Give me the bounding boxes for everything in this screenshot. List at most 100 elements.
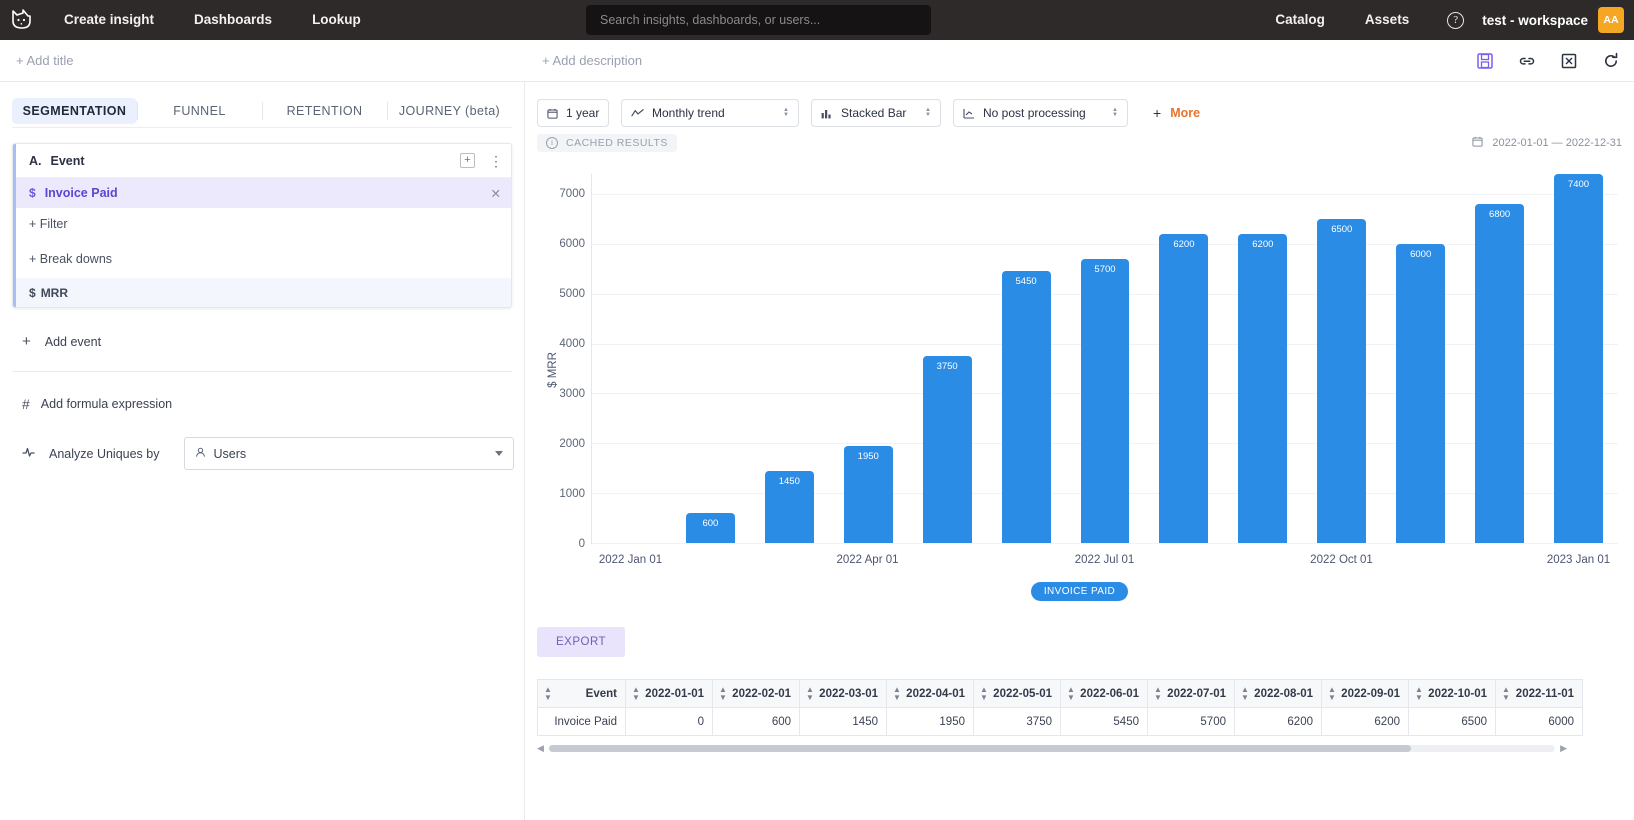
table-column-header[interactable]: ▲ ▼ Event (537, 679, 626, 708)
table-row[interactable]: Invoice Paid 0 600 1450 1950 3750 5450 5700 6200… (537, 707, 1583, 736)
chart-bar-cell[interactable] (592, 174, 671, 543)
scroll-right-arrow[interactable]: ▶ (1560, 743, 1567, 753)
date-range-label: 1 year (566, 106, 600, 120)
chart-bar-cell[interactable]: 3750 (908, 174, 987, 543)
add-filter-link[interactable]: + Filter (29, 217, 68, 231)
legend-item-invoice-paid[interactable]: INVOICE PAID (1030, 582, 1129, 601)
chart-bar[interactable]: 5450 (1001, 271, 1051, 543)
more-options-button[interactable]: + More (1153, 105, 1200, 121)
nav-link-catalog[interactable]: Catalog (1275, 12, 1325, 27)
chevron-updown-icon[interactable]: ▲ ▼ (783, 107, 789, 118)
chart-type-select[interactable]: Stacked Bar ▲ ▼ (811, 99, 941, 127)
chart-bar-cell[interactable]: 1450 (750, 174, 829, 543)
chevron-updown-icon[interactable]: ▲ ▼ (925, 107, 931, 118)
chevron-down-icon[interactable] (495, 451, 504, 456)
table-column-header[interactable]: ▲ ▼ 2022-06-01 (1060, 679, 1148, 708)
chart-bar-cell[interactable]: 1950 (829, 174, 908, 543)
chart-type-value: Stacked Bar (841, 106, 907, 120)
chart-bar-cell[interactable]: 6500 (1302, 174, 1381, 543)
analyze-uniques-select[interactable]: Users (184, 437, 515, 470)
sort-icon[interactable]: ▲ ▼ (1328, 684, 1336, 702)
chart-bar[interactable]: 1950 (843, 445, 893, 543)
add-formula-button[interactable]: # Add formula expression (22, 396, 524, 412)
table-column-header[interactable]: ▲ ▼ 2022-11-01 (1495, 679, 1583, 708)
chart-bar[interactable]: 600 (685, 513, 735, 543)
chevron-updown-icon[interactable]: ▲ ▼ (1112, 107, 1118, 118)
title-bar-actions (1476, 52, 1620, 70)
tab-journey[interactable]: JOURNEY (beta) (387, 98, 512, 124)
chart-bar[interactable]: 1450 (764, 470, 814, 543)
search-input[interactable] (586, 5, 931, 35)
sort-icon[interactable]: ▲ ▼ (1415, 684, 1423, 702)
help-icon[interactable]: ? (1447, 11, 1465, 29)
table-column-header[interactable]: ▲ ▼ 2022-10-01 (1408, 679, 1496, 708)
table-column-header[interactable]: ▲ ▼ 2022-03-01 (799, 679, 887, 708)
refresh-icon[interactable] (1602, 52, 1620, 70)
close-box-icon[interactable] (1560, 52, 1578, 70)
cat-logo-icon[interactable] (0, 9, 44, 31)
chart-bar[interactable]: 6000 (1396, 243, 1446, 543)
sort-icon[interactable]: ▲ ▼ (632, 684, 640, 702)
nav-link-lookup[interactable]: Lookup (312, 12, 361, 27)
post-processing-select[interactable]: No post processing ▲ ▼ (953, 99, 1128, 127)
table-column-header[interactable]: ▲ ▼ 2022-01-01 (625, 679, 713, 708)
sort-icon[interactable]: ▲ ▼ (719, 684, 727, 702)
nav-link-create-insight[interactable]: Create insight (64, 12, 155, 27)
chart-bar-cell[interactable]: 5700 (1066, 174, 1145, 543)
chart-bar[interactable]: 6800 (1475, 203, 1525, 543)
chart-bar-cell[interactable]: 5450 (987, 174, 1066, 543)
table-horizontal-scrollbar[interactable]: ◀ ▶ (537, 743, 1567, 753)
chart-bar[interactable]: 3750 (922, 356, 972, 543)
sort-icon[interactable]: ▲ ▼ (1241, 684, 1249, 702)
chart-bar[interactable]: 6200 (1238, 233, 1288, 543)
sort-icon[interactable]: ▲ ▼ (1502, 684, 1510, 702)
nav-link-dashboards[interactable]: Dashboards (194, 12, 273, 27)
add-description-input[interactable]: + Add description (542, 53, 643, 68)
table-column-header[interactable]: ▲ ▼ 2022-02-01 (712, 679, 800, 708)
sort-icon[interactable]: ▲ ▼ (806, 684, 814, 702)
chart-bar-cell[interactable]: 6200 (1144, 174, 1223, 543)
save-icon[interactable] (1476, 52, 1494, 70)
avatar[interactable]: AA (1598, 7, 1624, 33)
date-range-button[interactable]: 1 year (537, 99, 609, 127)
chart-bar-cell[interactable]: 7400 (1539, 174, 1618, 543)
chart-bar-cell[interactable]: 6800 (1460, 174, 1539, 543)
sort-icon[interactable]: ▲ ▼ (1154, 684, 1162, 702)
table-column-header[interactable]: ▲ ▼ 2022-09-01 (1321, 679, 1409, 708)
chart-bar-cell[interactable]: 600 (671, 174, 750, 543)
add-event-button[interactable]: + Add event (22, 334, 524, 349)
tab-segmentation[interactable]: SEGMENTATION (12, 97, 137, 124)
kebab-menu-icon[interactable]: ⋮ (489, 152, 503, 169)
table-column-header[interactable]: ▲ ▼ 2022-05-01 (973, 679, 1061, 708)
export-button[interactable]: EXPORT (537, 627, 626, 657)
chart-bar[interactable]: 7400 (1554, 174, 1603, 543)
table-column-header[interactable]: ▲ ▼ 2022-07-01 (1147, 679, 1235, 708)
tab-funnel[interactable]: FUNNEL (137, 98, 262, 124)
chart-bar-cell[interactable]: 6200 (1223, 174, 1302, 543)
chart-bar-cell[interactable]: 6000 (1381, 174, 1460, 543)
scrollbar-thumb[interactable] (549, 745, 1411, 752)
add-icon[interactable]: + (460, 153, 475, 168)
sort-icon[interactable]: ▲ ▼ (980, 684, 988, 702)
trend-select[interactable]: Monthly trend ▲ ▼ (621, 99, 799, 127)
sort-icon[interactable]: ▲ ▼ (893, 684, 901, 702)
sort-icon[interactable]: ▲ ▼ (1067, 684, 1075, 702)
close-icon[interactable]: ✕ (490, 186, 501, 201)
link-icon[interactable] (1518, 52, 1536, 70)
sort-icon[interactable]: ▲ ▼ (544, 684, 552, 702)
chart-bar[interactable]: 6500 (1317, 218, 1367, 543)
nav-right-group: Catalog Assets ? test - workspace AA (1255, 0, 1624, 40)
selected-event-row[interactable]: $ Invoice Paid ✕ (13, 178, 511, 208)
nav-link-assets[interactable]: Assets (1364, 12, 1410, 27)
add-title-input[interactable]: + Add title (16, 53, 74, 68)
chart-bar[interactable]: 6200 (1159, 233, 1209, 543)
date-range-display: 2022-01-01 — 2022-12-31 (1472, 136, 1622, 150)
table-column-header[interactable]: ▲ ▼ 2022-08-01 (1234, 679, 1322, 708)
table-column-header[interactable]: ▲ ▼ 2022-04-01 (886, 679, 974, 708)
metric-row-mrr[interactable]: $ MRR (13, 278, 511, 307)
tab-retention[interactable]: RETENTION (262, 98, 387, 124)
scroll-left-arrow[interactable]: ◀ (537, 743, 544, 753)
add-breakdown-link[interactable]: + Break downs (29, 252, 113, 266)
chart-bars: 600 1450 1950 3750 5450 5700 6200 6200 6500 6000 6… (592, 174, 1618, 543)
chart-bar[interactable]: 5700 (1080, 258, 1130, 543)
